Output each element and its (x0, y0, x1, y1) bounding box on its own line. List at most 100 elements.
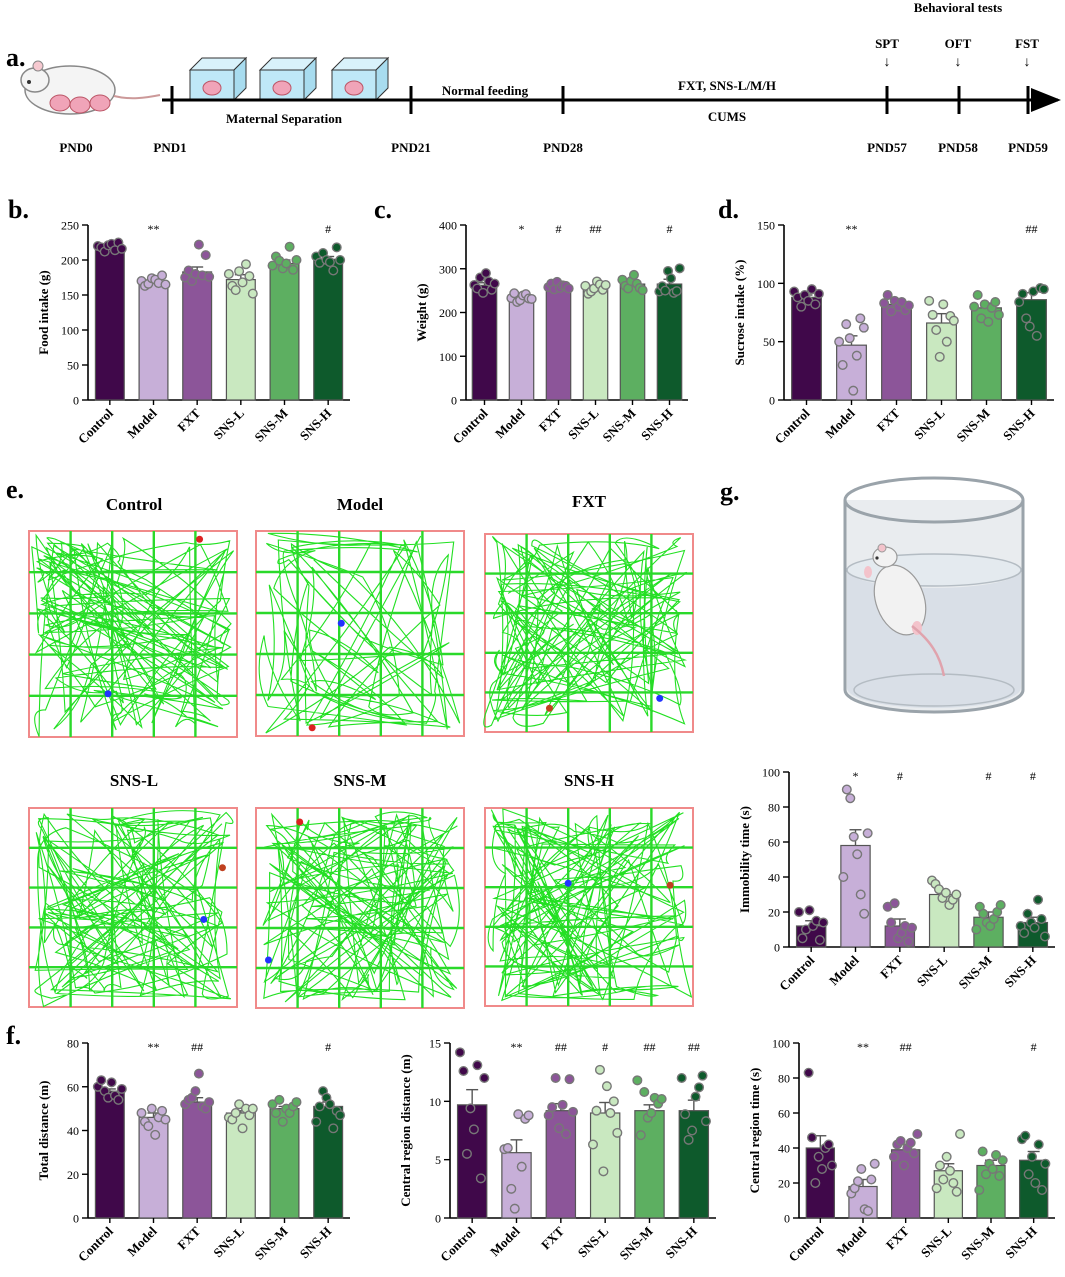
movement-track (258, 532, 461, 734)
data-point (632, 1075, 643, 1086)
y-tick-label: 50 (67, 359, 79, 373)
data-point (479, 1072, 490, 1083)
data-point (983, 316, 994, 327)
significance-mark: ** (857, 1040, 869, 1054)
data-point (160, 1114, 171, 1125)
y-tick-label: 10 (429, 1095, 441, 1109)
data-point (588, 1139, 599, 1150)
data-point (827, 1160, 838, 1171)
data-point (516, 1161, 527, 1172)
category-label: FXT (174, 1223, 203, 1252)
data-point (804, 905, 815, 916)
down-arrow-icon: ↓ (1024, 55, 1031, 70)
data-point (328, 1123, 339, 1134)
data-point (848, 831, 859, 842)
category-label: Control (75, 405, 116, 446)
data-point (502, 1142, 513, 1153)
significance-mark: ## (590, 222, 602, 236)
data-point (1019, 928, 1030, 939)
oft-arena-control (28, 530, 238, 738)
bar-sns-m (269, 262, 300, 401)
data-point (247, 1103, 258, 1114)
data-point (859, 908, 870, 919)
y-tick-label: 40 (768, 871, 780, 885)
data-point (971, 924, 982, 935)
data-point (639, 1086, 650, 1097)
y-tick-label: 20 (778, 1177, 790, 1191)
data-point (834, 336, 845, 347)
data-point (810, 1177, 821, 1188)
category-label: Model (487, 1223, 523, 1259)
data-point (951, 889, 962, 900)
data-point (931, 1183, 942, 1194)
data-point (931, 325, 942, 336)
data-point (190, 1086, 201, 1097)
category-label: SNS-M (599, 406, 638, 445)
data-point (637, 285, 648, 296)
central_time-chart: 0 20 40 60 80 100 Central region time (s) Contr… (747, 1037, 1055, 1265)
data-point (635, 1130, 646, 1141)
data-point (991, 1149, 1002, 1160)
stage-treatment: FXT, SNS-L/M/H (678, 78, 776, 93)
data-point (683, 1134, 694, 1145)
bar-control (456, 1104, 488, 1219)
category-label: SNS-H (297, 1224, 335, 1262)
data-point (869, 1158, 880, 1169)
oft-arena-fxt (483, 533, 694, 733)
data-point (475, 1173, 486, 1184)
data-point (863, 1205, 874, 1216)
data-point (267, 260, 278, 271)
data-point (598, 1166, 609, 1177)
data-point (274, 1094, 285, 1105)
data-point (281, 258, 292, 269)
bar-fxt (545, 285, 572, 401)
data-point (230, 285, 241, 296)
data-point (1039, 931, 1050, 942)
data-point (995, 900, 1006, 911)
oft-title-sns-m: SNS-M (334, 771, 387, 790)
data-point (700, 1116, 711, 1127)
data-point (797, 933, 808, 944)
data-point (851, 350, 862, 361)
data-point (680, 1109, 691, 1120)
category-label: FXT (877, 952, 906, 981)
data-point (335, 254, 346, 265)
arena-border (255, 807, 465, 1009)
data-point (1031, 330, 1042, 341)
data-point (234, 1099, 245, 1110)
significance-mark: ** (148, 1040, 160, 1054)
sucrose-chart: d. 0 50 100 150 Sucrose intake (%) Control Mode… (718, 195, 1054, 447)
data-point (934, 351, 945, 362)
data-point (193, 1068, 204, 1079)
data-point (335, 1110, 346, 1121)
significance-mark: ** (846, 222, 858, 236)
category-label: Control (75, 1223, 116, 1264)
data-point (858, 322, 869, 333)
category-label: SNS-L (918, 1223, 955, 1260)
data-point (1033, 894, 1044, 905)
data-point (465, 1103, 476, 1114)
data-point (977, 1146, 988, 1157)
category-label: Control (776, 952, 817, 993)
data-point (247, 288, 258, 299)
y-tick-label: 100 (439, 350, 457, 364)
data-point (564, 1074, 575, 1085)
category-label: FXT (883, 1223, 912, 1252)
y-tick-label: 0 (73, 1212, 79, 1226)
data-point (270, 1107, 281, 1118)
data-point (879, 298, 890, 309)
panel-label-g: g. (720, 477, 740, 506)
data-point (1021, 313, 1032, 324)
oft-title-sns-h: SNS-H (564, 771, 614, 790)
timeline-panel: a. (6, 0, 1061, 155)
data-point (96, 1075, 107, 1086)
weight-chart: c. 0 100 200 300 400 Weight (g) Control Model * FX… (374, 195, 688, 447)
data-point (291, 1097, 302, 1108)
position-marker (545, 704, 553, 712)
data-point (903, 300, 914, 311)
data-point (813, 1151, 824, 1162)
data-point (955, 1128, 966, 1139)
y-axis-label: Sucrose intake (%) (732, 260, 747, 366)
data-point (200, 250, 211, 261)
bar-sns-h (656, 283, 683, 401)
